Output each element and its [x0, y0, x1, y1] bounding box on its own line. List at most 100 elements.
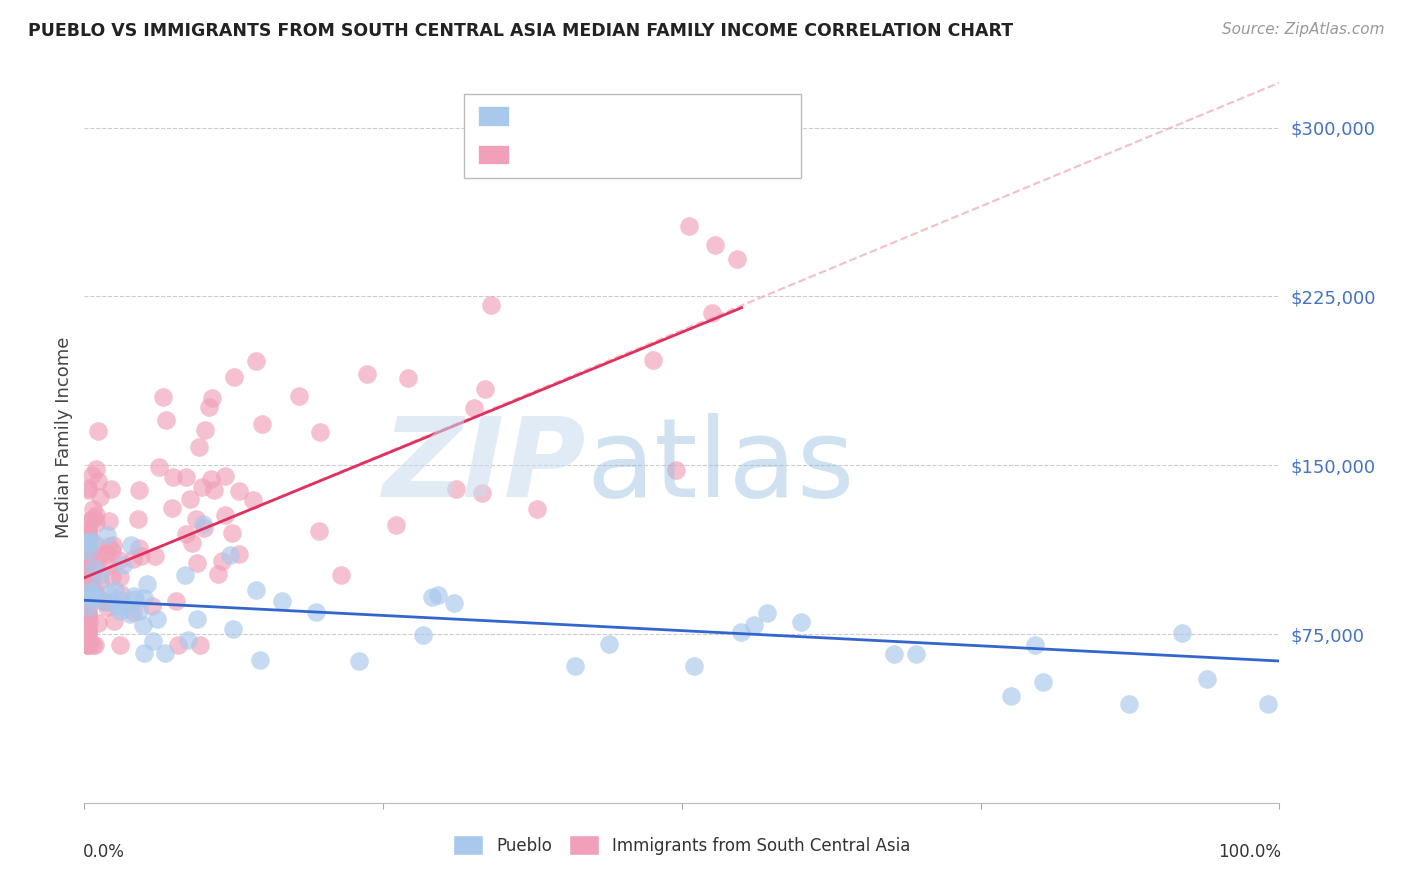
Text: 0.458: 0.458	[557, 145, 609, 163]
Point	[174, 568, 197, 582]
Point	[347, 654, 370, 668]
Point	[134, 646, 156, 660]
Point	[104, 582, 127, 597]
Point	[142, 633, 165, 648]
Point	[165, 593, 187, 607]
Point	[207, 567, 229, 582]
Point	[77, 535, 100, 549]
Point	[222, 369, 245, 384]
Text: 100.0%: 100.0%	[1218, 843, 1281, 861]
Point	[108, 570, 131, 584]
Point	[883, 647, 905, 661]
Point	[89, 568, 111, 582]
Point	[152, 390, 174, 404]
Point	[1000, 689, 1022, 703]
Point	[77, 617, 100, 632]
Point	[98, 515, 121, 529]
Point	[79, 583, 101, 598]
Point	[77, 481, 100, 495]
Point	[214, 468, 236, 483]
Point	[134, 591, 156, 606]
Point	[742, 618, 765, 632]
Text: 136: 136	[675, 145, 710, 163]
Text: atlas: atlas	[586, 413, 855, 520]
Point	[77, 529, 100, 543]
Point	[87, 424, 110, 438]
Point	[214, 508, 236, 522]
Point	[84, 508, 107, 522]
Point	[308, 524, 330, 538]
Point	[1118, 697, 1140, 711]
Point	[186, 512, 208, 526]
Point	[190, 480, 212, 494]
Point	[122, 589, 145, 603]
Point	[329, 568, 352, 582]
Point	[132, 617, 155, 632]
Point	[128, 541, 150, 556]
Point	[77, 607, 100, 622]
Point	[249, 653, 271, 667]
Point	[98, 539, 121, 553]
Point	[77, 547, 100, 561]
Point	[194, 423, 217, 437]
Point	[245, 582, 267, 597]
Point	[83, 590, 105, 604]
Point	[1032, 675, 1054, 690]
Point	[129, 549, 152, 563]
Point	[100, 595, 122, 609]
Point	[564, 658, 586, 673]
Point	[176, 469, 198, 483]
Point	[162, 501, 184, 516]
Point	[77, 630, 100, 644]
Point	[77, 596, 100, 610]
Point	[120, 538, 142, 552]
Point	[187, 440, 209, 454]
Point	[96, 600, 118, 615]
Point	[77, 624, 100, 639]
Point	[77, 542, 100, 557]
Point	[77, 552, 100, 566]
Point	[79, 615, 101, 629]
Point	[77, 533, 100, 548]
Point	[756, 606, 779, 620]
Point	[730, 624, 752, 639]
Point	[80, 584, 103, 599]
Point	[228, 547, 250, 561]
Text: -0.451: -0.451	[557, 107, 616, 125]
Point	[83, 561, 105, 575]
Point	[77, 638, 100, 652]
Point	[201, 391, 224, 405]
Point	[77, 523, 100, 537]
Point	[96, 547, 118, 561]
Text: PUEBLO VS IMMIGRANTS FROM SOUTH CENTRAL ASIA MEDIAN FAMILY INCOME CORRELATION CH: PUEBLO VS IMMIGRANTS FROM SOUTH CENTRAL …	[28, 22, 1014, 40]
Point	[678, 219, 700, 233]
Text: R =: R =	[517, 145, 554, 163]
Point	[186, 556, 208, 570]
Point	[82, 638, 104, 652]
Point	[77, 563, 100, 577]
Point	[87, 474, 110, 488]
Point	[725, 252, 748, 266]
Point	[91, 593, 114, 607]
Point	[385, 517, 408, 532]
Text: R =: R =	[517, 107, 554, 125]
Point	[89, 490, 111, 504]
Point	[219, 549, 242, 563]
Point	[789, 615, 811, 629]
Point	[1024, 638, 1046, 652]
Point	[79, 636, 101, 650]
Point	[77, 483, 100, 497]
Point	[77, 544, 100, 558]
Point	[96, 528, 118, 542]
Point	[77, 535, 100, 549]
Point	[176, 633, 198, 648]
Point	[77, 638, 100, 652]
Point	[80, 533, 103, 548]
Point	[77, 514, 100, 528]
Point	[202, 483, 225, 498]
Point	[308, 425, 330, 439]
Point	[77, 526, 100, 541]
Text: 0.0%: 0.0%	[83, 843, 125, 861]
Text: ZIP: ZIP	[382, 413, 586, 520]
Point	[479, 297, 502, 311]
